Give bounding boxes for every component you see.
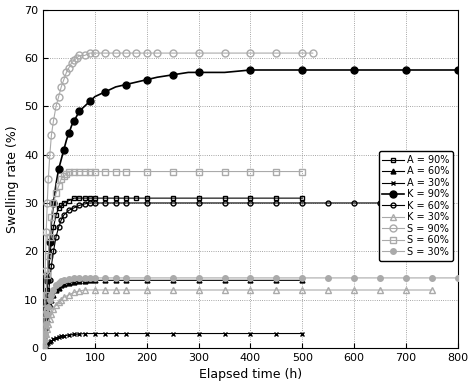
X-axis label: Elapsed time (h): Elapsed time (h) <box>199 368 302 382</box>
Y-axis label: Swelling rate (%): Swelling rate (%) <box>6 125 18 233</box>
Legend: A = 90%, A = 60%, A = 30%, K = 90%, K = 60%, K = 30%, S = 90%, S = 60%, S = 30%: A = 90%, A = 60%, A = 30%, K = 90%, K = … <box>379 151 453 260</box>
